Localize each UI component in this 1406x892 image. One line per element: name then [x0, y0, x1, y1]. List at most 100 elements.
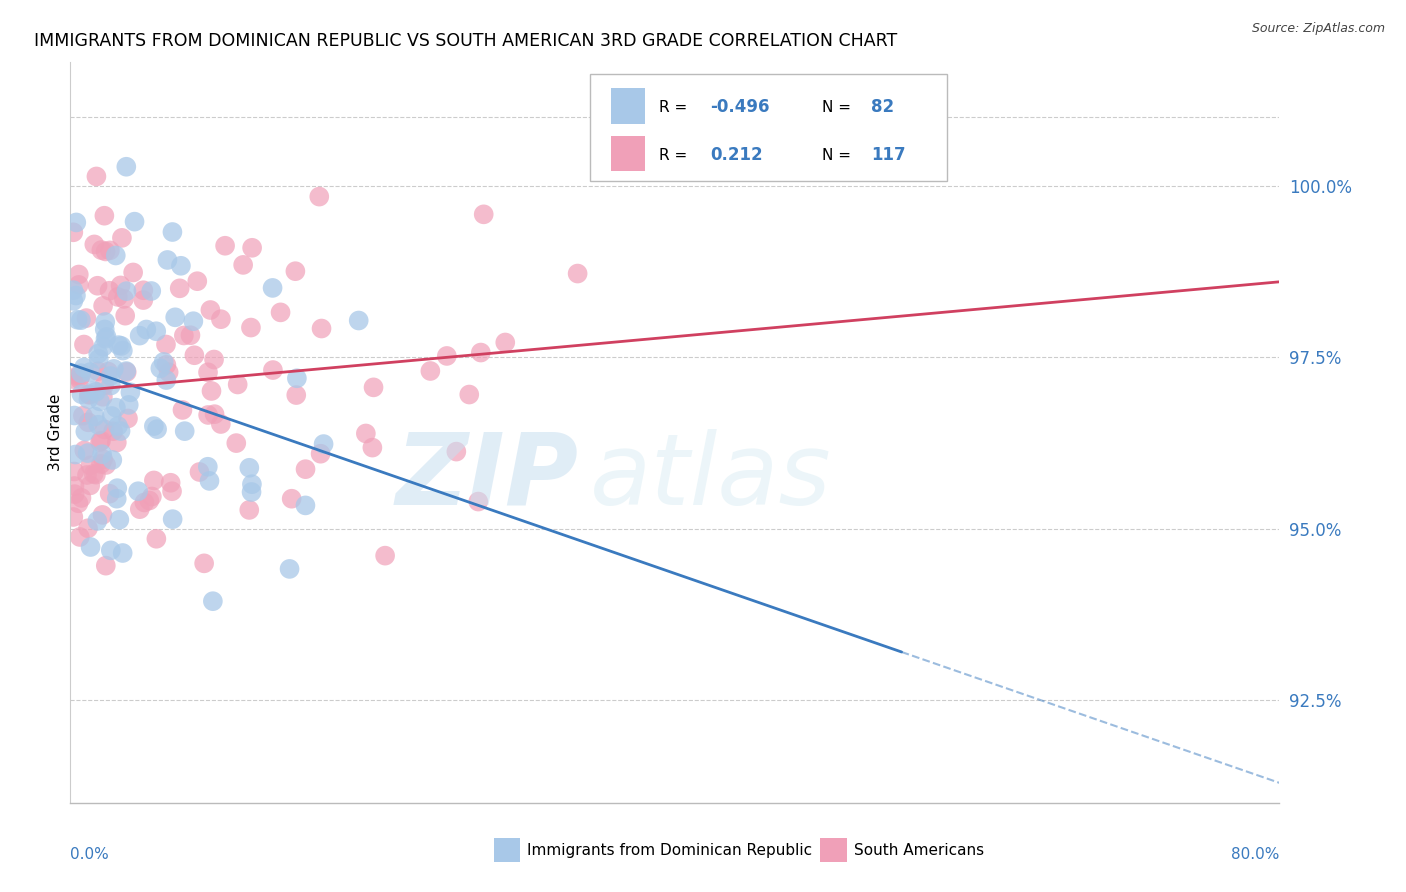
Point [83, 384, 105, 398]
Point [90, 243, 112, 257]
Y-axis label: 3rd Grade: 3rd Grade [48, 394, 63, 471]
Text: 0.212: 0.212 [710, 146, 762, 164]
Point [107, 338, 129, 352]
Point [200, 384, 222, 398]
Point [110, 424, 132, 438]
Point [63, 409, 86, 423]
Point [105, 481, 128, 495]
Point [70, 366, 93, 380]
Point [104, 401, 127, 415]
Point [63, 479, 86, 493]
Point [101, 453, 124, 467]
Point [197, 365, 219, 379]
Point [179, 328, 201, 343]
Point [115, 284, 138, 298]
Point [69, 369, 91, 384]
Text: -0.496: -0.496 [710, 98, 769, 116]
Point [169, 281, 191, 295]
Point [240, 485, 263, 500]
Point [159, 475, 181, 490]
Point [165, 310, 187, 325]
Point [62, 283, 84, 297]
Point [115, 160, 138, 174]
Point [112, 292, 135, 306]
Point [77, 388, 100, 402]
Point [114, 309, 136, 323]
Point [262, 363, 284, 377]
Point [76, 446, 98, 460]
Point [183, 314, 205, 328]
Point [173, 328, 195, 343]
Point [135, 322, 157, 336]
Point [62, 293, 84, 308]
Point [97, 365, 120, 379]
Point [141, 284, 163, 298]
Point [77, 392, 100, 406]
Text: 0.0%: 0.0% [70, 847, 110, 863]
Point [93, 422, 115, 436]
Point [103, 362, 125, 376]
Point [157, 365, 180, 379]
Point [101, 424, 124, 438]
Bar [494, 838, 520, 862]
Point [91, 390, 114, 404]
Point [72, 409, 94, 423]
Point [240, 477, 263, 491]
Point [162, 225, 184, 239]
Point [186, 274, 208, 288]
Bar [820, 838, 846, 862]
Point [100, 543, 122, 558]
Point [62, 510, 84, 524]
Point [214, 238, 236, 252]
Point [115, 364, 138, 378]
Point [240, 241, 263, 255]
Point [470, 345, 492, 359]
Point [149, 361, 172, 376]
Point [309, 447, 332, 461]
Point [172, 403, 194, 417]
Point [105, 435, 128, 450]
Point [94, 458, 117, 472]
Point [90, 434, 112, 448]
Point [467, 494, 489, 508]
Point [354, 426, 377, 441]
Point [347, 313, 370, 327]
Point [94, 558, 117, 573]
Point [146, 422, 169, 436]
Point [294, 499, 316, 513]
Point [91, 299, 114, 313]
Point [100, 369, 122, 384]
Point [83, 409, 105, 424]
Text: N =: N = [823, 100, 856, 115]
Point [84, 384, 107, 399]
Point [209, 417, 232, 431]
Point [132, 283, 155, 297]
Point [87, 417, 110, 432]
Point [183, 348, 205, 362]
Point [77, 387, 100, 401]
Point [63, 487, 86, 501]
Point [162, 512, 184, 526]
Text: atlas: atlas [591, 428, 832, 525]
Text: IMMIGRANTS FROM DOMINICAN REPUBLIC VS SOUTH AMERICAN 3RD GRADE CORRELATION CHART: IMMIGRANTS FROM DOMINICAN REPUBLIC VS SO… [34, 32, 897, 50]
Point [111, 546, 134, 560]
Point [93, 209, 115, 223]
Point [284, 264, 307, 278]
Point [73, 360, 96, 375]
Point [94, 244, 117, 259]
Point [201, 594, 224, 608]
Point [105, 491, 128, 506]
Text: ZIP: ZIP [395, 428, 578, 525]
Point [446, 444, 468, 458]
Point [204, 407, 226, 421]
Point [79, 458, 101, 473]
Point [197, 408, 219, 422]
Point [202, 352, 225, 367]
Point [89, 394, 111, 409]
Point [142, 474, 165, 488]
Point [270, 305, 292, 319]
Point [73, 443, 96, 458]
Text: Immigrants from Dominican Republic: Immigrants from Dominican Republic [527, 843, 813, 858]
Point [70, 313, 93, 327]
Text: 117: 117 [870, 146, 905, 164]
